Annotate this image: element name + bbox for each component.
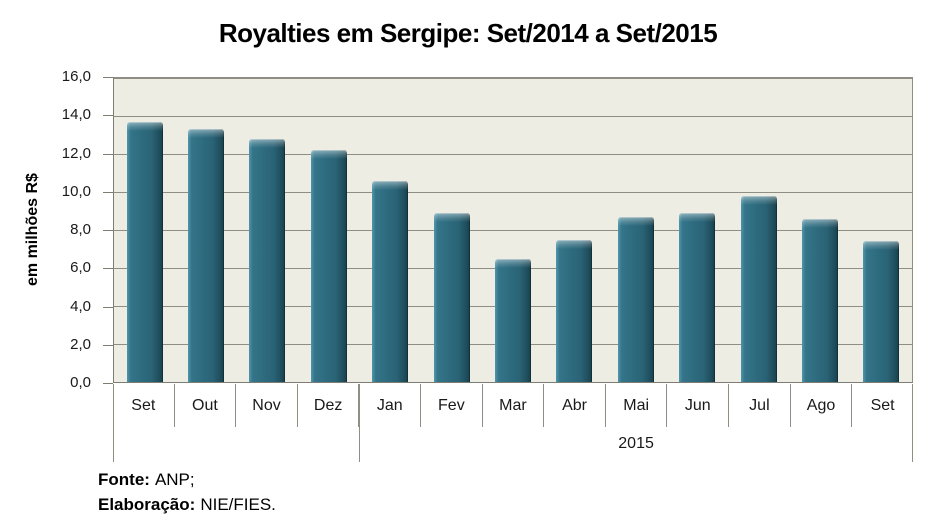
plot-area xyxy=(113,77,913,383)
month-label: Fev xyxy=(438,396,465,414)
month-label: Ago xyxy=(806,396,836,414)
x-axis-label: Abr xyxy=(544,384,606,427)
month-label: Jan xyxy=(376,396,403,414)
y-tick-label: 6,0 xyxy=(70,259,91,277)
y-tick-mark xyxy=(103,115,113,117)
y-tick-mark xyxy=(103,77,113,78)
x-axis-groups: 2015 xyxy=(113,427,913,461)
bar-column xyxy=(544,78,605,382)
x-axis-label: Set xyxy=(113,384,175,427)
gridline xyxy=(114,154,912,155)
x-axis-label: Mai xyxy=(606,384,668,427)
group-separator xyxy=(359,384,361,462)
month-label: Set xyxy=(131,396,156,414)
y-tick-mark xyxy=(103,344,113,346)
month-label: Abr xyxy=(562,396,588,414)
bar-column xyxy=(851,78,912,382)
footer-elaboration-label: Elaboração: xyxy=(98,495,196,514)
bar-column xyxy=(667,78,728,382)
month-label: Mai xyxy=(623,396,650,414)
x-axis-labels: Set Out Nov Dez Jan Fev Mar Abr Mai Jun Jul Ago Set xyxy=(113,384,913,427)
gridline xyxy=(114,192,912,193)
bar xyxy=(801,218,838,382)
bar xyxy=(740,195,777,382)
footer-source-label: Fonte: xyxy=(98,470,150,489)
x-axis-label: Fev xyxy=(421,384,483,427)
y-tick-label: 14,0 xyxy=(61,106,91,124)
gridline xyxy=(114,230,912,231)
x-axis-label: Dez xyxy=(298,384,360,427)
footer: Fonte: ANP; Elaboração: NIE/FIES. xyxy=(98,467,276,517)
month-label: Mar xyxy=(499,396,527,414)
y-tick-label: 10,0 xyxy=(61,182,91,200)
bar xyxy=(372,180,409,382)
bar xyxy=(433,212,470,382)
bars-layer xyxy=(114,78,912,382)
y-tick-mark xyxy=(103,306,113,308)
footer-source: Fonte: ANP; xyxy=(98,467,276,492)
bar-column xyxy=(237,78,298,382)
group-separator xyxy=(113,384,114,462)
x-axis-label: Jul xyxy=(729,384,791,427)
y-tick-mark xyxy=(103,191,113,193)
bar-column xyxy=(728,78,789,382)
month-label: Nov xyxy=(252,396,281,414)
month-label: Jul xyxy=(749,396,770,414)
month-label: Dez xyxy=(313,396,343,414)
bar xyxy=(495,258,532,382)
footer-elaboration-value: NIE/FIES. xyxy=(200,495,276,514)
bar xyxy=(310,150,347,382)
y-axis-ticks xyxy=(103,77,113,384)
y-tick-mark xyxy=(103,383,113,384)
y-tick-mark xyxy=(103,268,113,270)
x-axis-label: Nov xyxy=(236,384,298,427)
y-tick-label: 4,0 xyxy=(70,297,91,315)
x-axis-label: Jun xyxy=(667,384,730,427)
bar-column xyxy=(421,78,482,382)
bar-column xyxy=(114,78,175,382)
y-tick-mark xyxy=(103,153,113,155)
year-group: 2015 xyxy=(359,427,913,461)
bar-column xyxy=(298,78,359,382)
bar xyxy=(126,121,163,382)
y-tick-label: 2,0 xyxy=(70,335,91,353)
y-tick-label: 12,0 xyxy=(61,144,91,162)
y-tick-label: 0,0 xyxy=(70,374,91,391)
month-label: Jun xyxy=(684,396,711,414)
footer-source-value: ANP; xyxy=(154,470,195,489)
bar xyxy=(863,241,900,382)
bar xyxy=(188,129,225,382)
bar xyxy=(679,212,716,382)
bar xyxy=(556,239,593,382)
x-axis-label: Out xyxy=(175,384,237,427)
x-separators xyxy=(113,384,913,462)
bar-column xyxy=(605,78,666,382)
x-axis-label: Mar xyxy=(483,384,545,427)
year-group-label: 2015 xyxy=(618,435,654,452)
x-axis-label: Ago xyxy=(791,384,853,427)
month-label: Set xyxy=(870,396,895,414)
group-separator xyxy=(912,384,913,462)
footer-elaboration: Elaboração: NIE/FIES. xyxy=(98,492,276,517)
bar-column xyxy=(175,78,236,382)
month-label: Out xyxy=(192,396,218,414)
bar xyxy=(617,216,654,382)
bar-column xyxy=(789,78,850,382)
y-axis-labels: 0,0 2,0 4,0 6,0 8,0 10,0 12,0 14,0 16,0 xyxy=(0,68,101,391)
bar xyxy=(249,138,286,382)
gridline xyxy=(114,78,912,79)
chart-title: Royalties em Sergipe: Set/2014 a Set/201… xyxy=(218,18,718,48)
x-axis-label: Set xyxy=(852,384,913,427)
bar-column xyxy=(482,78,543,382)
y-tick-label: 16,0 xyxy=(61,68,91,85)
bar-column xyxy=(360,78,421,382)
gridline xyxy=(114,116,912,117)
y-tick-mark xyxy=(103,230,113,231)
x-axis-label: Jan xyxy=(359,384,422,427)
y-tick-label: 8,0 xyxy=(70,221,91,238)
